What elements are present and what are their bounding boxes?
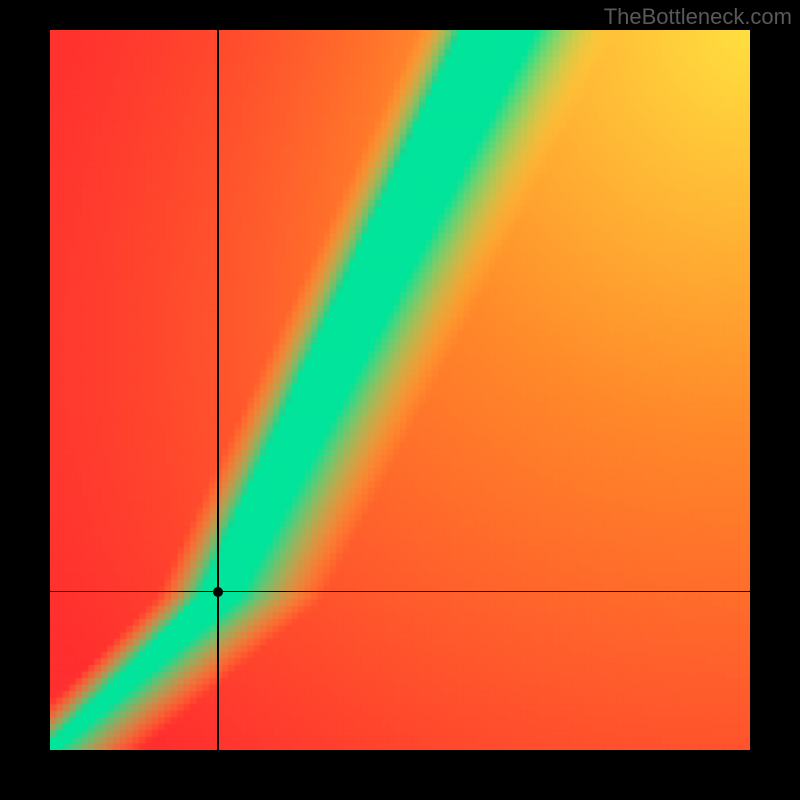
heatmap-canvas [50, 30, 750, 750]
heatmap-plot [50, 30, 750, 750]
watermark-text: TheBottleneck.com [604, 4, 792, 30]
